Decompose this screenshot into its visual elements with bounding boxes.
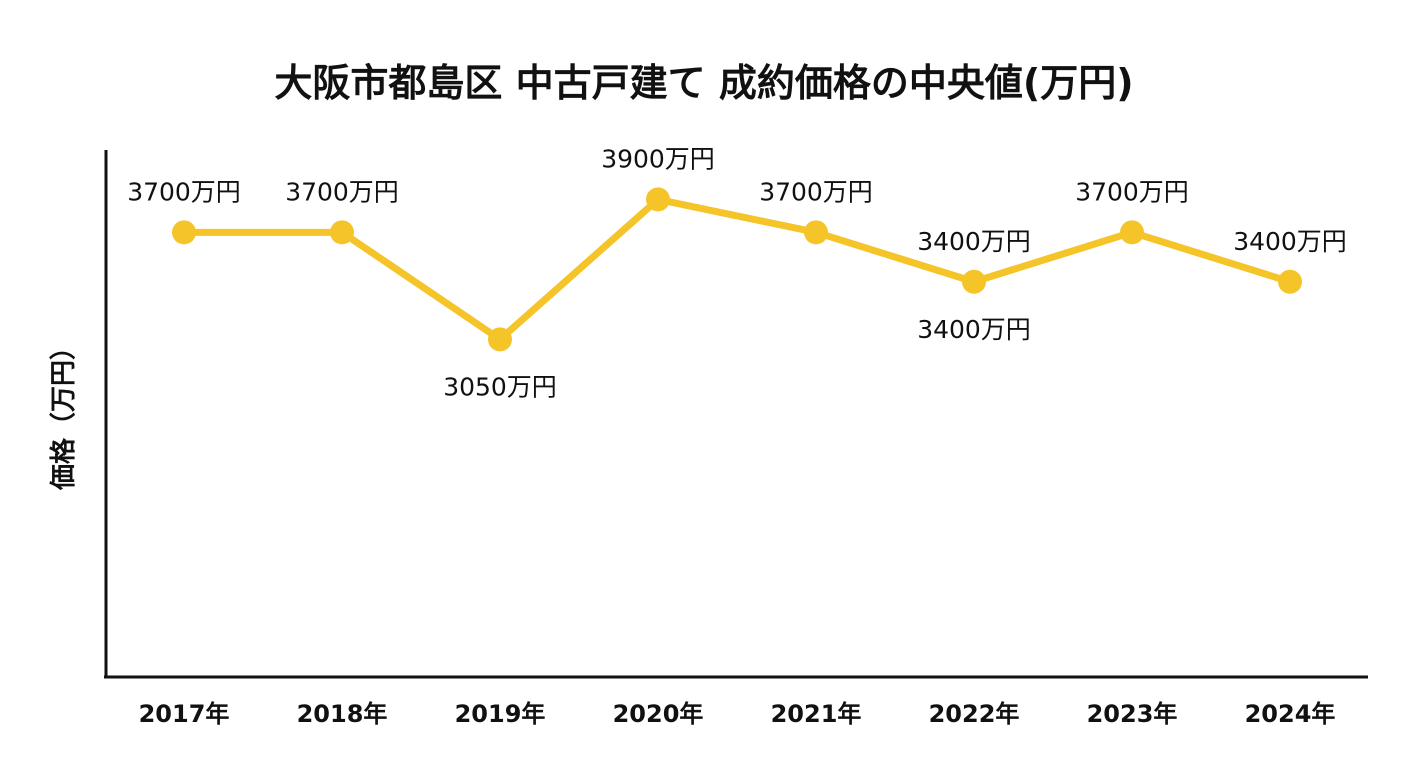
- x-tick-label: 2019年: [455, 700, 546, 728]
- x-tick-label: 2024年: [1245, 700, 1336, 728]
- x-tick-label: 2017年: [139, 700, 230, 728]
- data-labels: 3700万円 3700万円 3050万円 3900万円 3700万円 3400万円 3700…: [127, 144, 1347, 401]
- x-tick-label: 2023年: [1087, 700, 1178, 728]
- series-layer: [180, 195, 1294, 343]
- data-label: 3400万円: [917, 315, 1031, 344]
- data-label: 3700万円: [285, 177, 399, 206]
- x-tick-label: 2022年: [929, 700, 1020, 728]
- y-axis-label: 価格（万円）: [48, 334, 79, 491]
- data-label: 3700万円: [1075, 177, 1189, 206]
- x-tick-label: 2018年: [297, 700, 388, 728]
- data-point: [646, 187, 670, 212]
- data-label: 3050万円: [443, 372, 557, 401]
- extra-data-label: 3400万円: [917, 227, 1031, 256]
- data-point: [1120, 220, 1144, 245]
- data-point: [330, 220, 354, 245]
- data-label: 3700万円: [759, 177, 873, 206]
- data-label: 3900万円: [601, 144, 715, 173]
- x-tick-label: 2021年: [771, 700, 862, 728]
- data-point: [962, 269, 986, 294]
- data-point: [172, 220, 196, 245]
- x-tick-labels: 2017年 2018年 2019年 2020年 2021年 2022年 2023年 2024年: [139, 700, 1336, 728]
- data-point: [804, 220, 828, 245]
- x-tick-label: 2020年: [613, 700, 704, 728]
- data-label: 3700万円: [127, 177, 241, 206]
- data-point: [1278, 269, 1302, 294]
- data-point: [488, 327, 512, 352]
- series-line: [180, 195, 1294, 343]
- data-label: 3400万円: [1233, 227, 1347, 256]
- data-points: [172, 187, 1302, 352]
- chart-title: 大阪市都島区 中古戸建て 成約価格の中央値(万円): [274, 61, 1133, 105]
